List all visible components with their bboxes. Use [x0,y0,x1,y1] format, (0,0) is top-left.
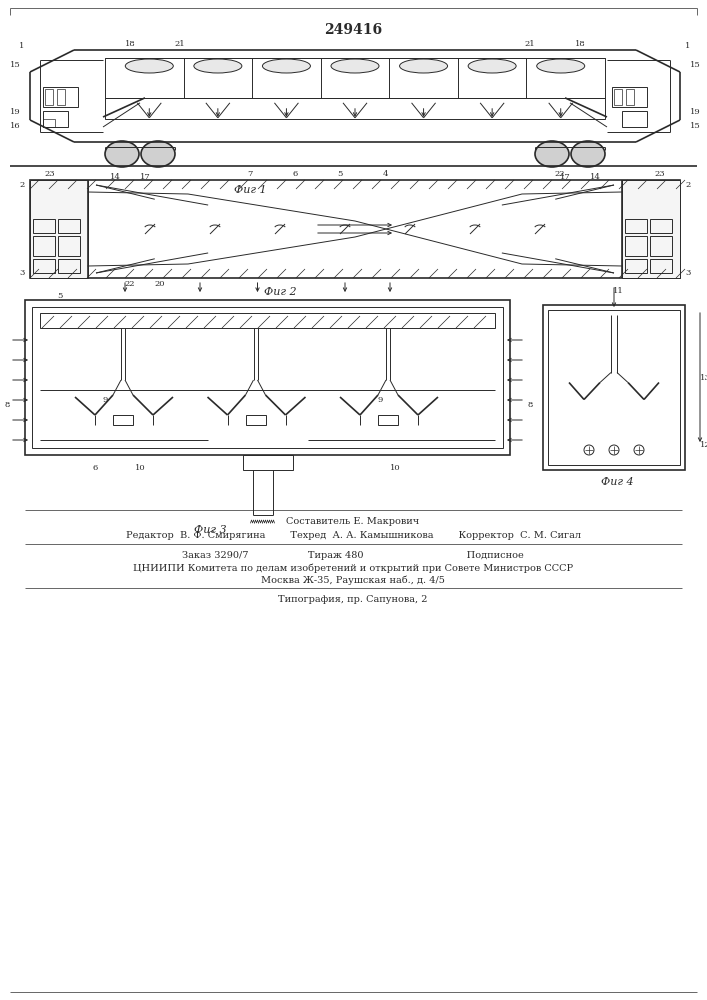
Text: 2: 2 [685,181,691,189]
Bar [58,236,80,256]
Text: 2: 2 [19,181,25,189]
Ellipse shape [399,59,448,73]
Text: 18: 18 [124,40,135,48]
Bar [614,89,622,105]
Text: 17: 17 [139,173,151,181]
Bar [625,236,647,256]
Bar [105,98,605,119]
Text: 17: 17 [560,173,571,181]
Text: Москва Ж-35, Раушская наб., д. 4/5: Москва Ж-35, Раушская наб., д. 4/5 [261,575,445,585]
Ellipse shape [141,141,175,167]
Bar [650,219,672,233]
Text: Фиг 4: Фиг 4 [601,477,633,487]
Bar [33,259,55,273]
Bar [33,219,55,233]
Text: Фиг 1: Фиг 1 [234,185,267,195]
Text: 20: 20 [155,280,165,288]
Bar [57,89,65,105]
Text: 18: 18 [575,40,585,48]
Bar [45,89,53,105]
Bar [43,119,55,127]
Text: 12: 12 [700,441,707,449]
Text: 10: 10 [390,464,400,472]
Text: 21: 21 [525,40,535,48]
Text: 21: 21 [175,40,185,48]
Bar [625,219,647,233]
Text: 6: 6 [293,170,298,178]
Bar [378,415,398,425]
Bar [33,236,55,256]
Bar [43,111,68,127]
Text: 8: 8 [4,401,10,409]
Text: 10: 10 [135,464,146,472]
Ellipse shape [105,141,139,167]
Text: 22: 22 [555,170,566,178]
Ellipse shape [262,59,310,73]
Text: Типография, пр. Сапунова, 2: Типография, пр. Сапунова, 2 [279,595,428,604]
Ellipse shape [331,59,379,73]
Text: 9: 9 [378,396,382,404]
Ellipse shape [125,59,173,73]
Text: 3: 3 [685,269,691,277]
Text: 14: 14 [110,173,120,181]
Bar [113,415,133,425]
Bar [30,180,88,278]
Bar [612,87,647,107]
Bar [43,87,78,107]
Text: 13: 13 [700,373,707,381]
Text: 6: 6 [93,464,98,472]
Text: Составитель Е. Макрович: Составитель Е. Макрович [286,518,419,526]
Text: Фиг 3: Фиг 3 [194,525,226,535]
Text: 15: 15 [10,61,21,69]
Text: 19: 19 [10,108,21,116]
Bar [32,307,503,448]
Text: 22: 22 [124,280,135,288]
Text: 5: 5 [57,292,63,300]
Text: 11: 11 [613,287,624,295]
Bar [25,300,510,455]
Bar [105,58,605,98]
Ellipse shape [194,59,242,73]
Bar [650,236,672,256]
Bar [622,180,680,278]
Text: 15: 15 [689,122,701,130]
Text: 1: 1 [685,42,691,50]
Text: 7: 7 [247,170,252,178]
Ellipse shape [468,59,516,73]
Text: 3: 3 [19,269,25,277]
Bar [543,305,685,470]
Text: 15: 15 [689,61,701,69]
Bar [30,180,680,278]
Ellipse shape [571,141,605,167]
Text: Редактор  В. Ф. Смирягина        Техред  А. А. Камышникова        Корректор  С. : Редактор В. Ф. Смирягина Техред А. А. Ка… [126,532,580,540]
Bar [58,219,80,233]
Bar [243,455,293,470]
Bar [625,259,647,273]
Bar [58,259,80,273]
Text: 249416: 249416 [324,23,382,37]
Text: ЦНИИПИ Комитета по делам изобретений и открытий при Совете Министров СССР: ЦНИИПИ Комитета по делам изобретений и о… [133,563,573,573]
Bar [650,259,672,273]
Ellipse shape [535,141,569,167]
Text: 9: 9 [103,396,107,404]
Text: 19: 19 [689,108,701,116]
Text: 5: 5 [337,170,343,178]
Bar [548,310,680,465]
Text: 1: 1 [19,42,25,50]
Text: 4: 4 [382,170,387,178]
Text: Заказ 3290/7                   Тираж 480                                 Подписн: Заказ 3290/7 Тираж 480 Подписн [182,552,524,560]
Text: 23: 23 [655,170,665,178]
Text: 8: 8 [527,401,532,409]
Ellipse shape [537,59,585,73]
Text: 16: 16 [10,122,21,130]
Text: 14: 14 [590,173,600,181]
Text: Фиг 2: Фиг 2 [264,287,296,297]
Bar [245,415,266,425]
Bar [626,89,634,105]
Bar [40,313,495,328]
Bar [622,111,647,127]
Text: 23: 23 [45,170,55,178]
